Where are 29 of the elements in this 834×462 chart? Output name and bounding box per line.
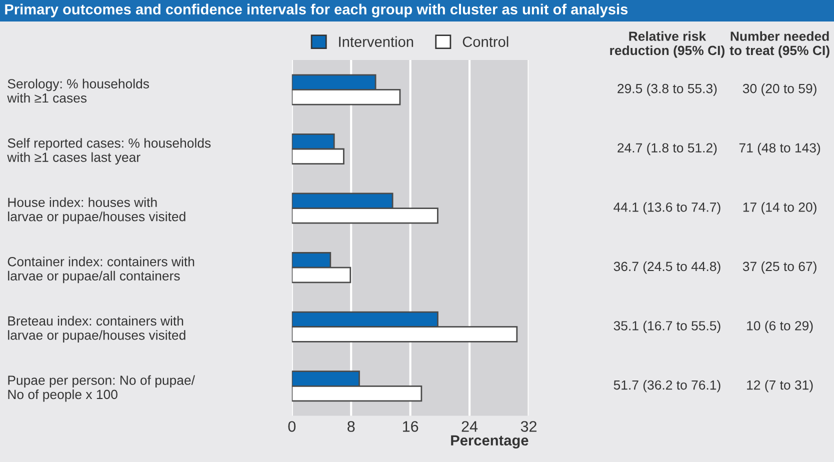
text: 36.7 (24.5 to 44.8) [614,261,720,274]
text: 29.5 (3.8 to 55.3) [618,84,717,96]
text: 17 (14 to 20) [743,202,816,214]
x-tick-label: 8 [348,421,355,432]
text: 51.7 (36.2 to 76.1) [614,380,720,392]
x-axis-title: Percentage [451,435,528,448]
text: 12 (7 to 31) [747,380,813,392]
text: 44.1 (13.6 to 74.7) [614,202,720,214]
x-tick-label: 0 [288,421,296,432]
x-tick-label: 16 [402,421,418,432]
text: 10 (6 to 29) [747,320,813,334]
x-tick-label: 24 [462,421,478,432]
chart-title: Primary outcomes and confidence intervals for each group with cluster as unit of analysis [5,4,628,18]
x-tick-label: 32 [520,421,536,432]
y-tick-label: House index: houses with larvae or pupae/houses visited [8,197,186,224]
legend-label: Control [462,36,508,47]
text: Number needed to treat (95% CI) [730,31,830,58]
y-tick-label: Self reported cases: % households with ≥1 cases last year [7,138,211,165]
text: 71 (48 to 143) [739,142,820,156]
text: 37 (25 to 67) [742,261,816,274]
y-tick-label: Container index: containers with larvae or pupae/all containers [8,256,194,284]
text: Relative risk reduction (95% CI) [610,31,724,58]
text: 30 (20 to 59) [742,84,816,96]
y-tick-label: Serology: % households with ≥1 cases [7,78,149,103]
text: 35.1 (16.7 to 55.5) [614,320,720,334]
legend-label: Intervention [339,36,414,47]
text: 24.7 (1.8 to 51.2) [618,142,717,156]
y-tick-label: Pupae per person: No of pupae/ No of people x 100 [8,375,195,402]
y-tick-label: Breteau index: containers with larvae or pupae/houses visited [8,316,186,342]
